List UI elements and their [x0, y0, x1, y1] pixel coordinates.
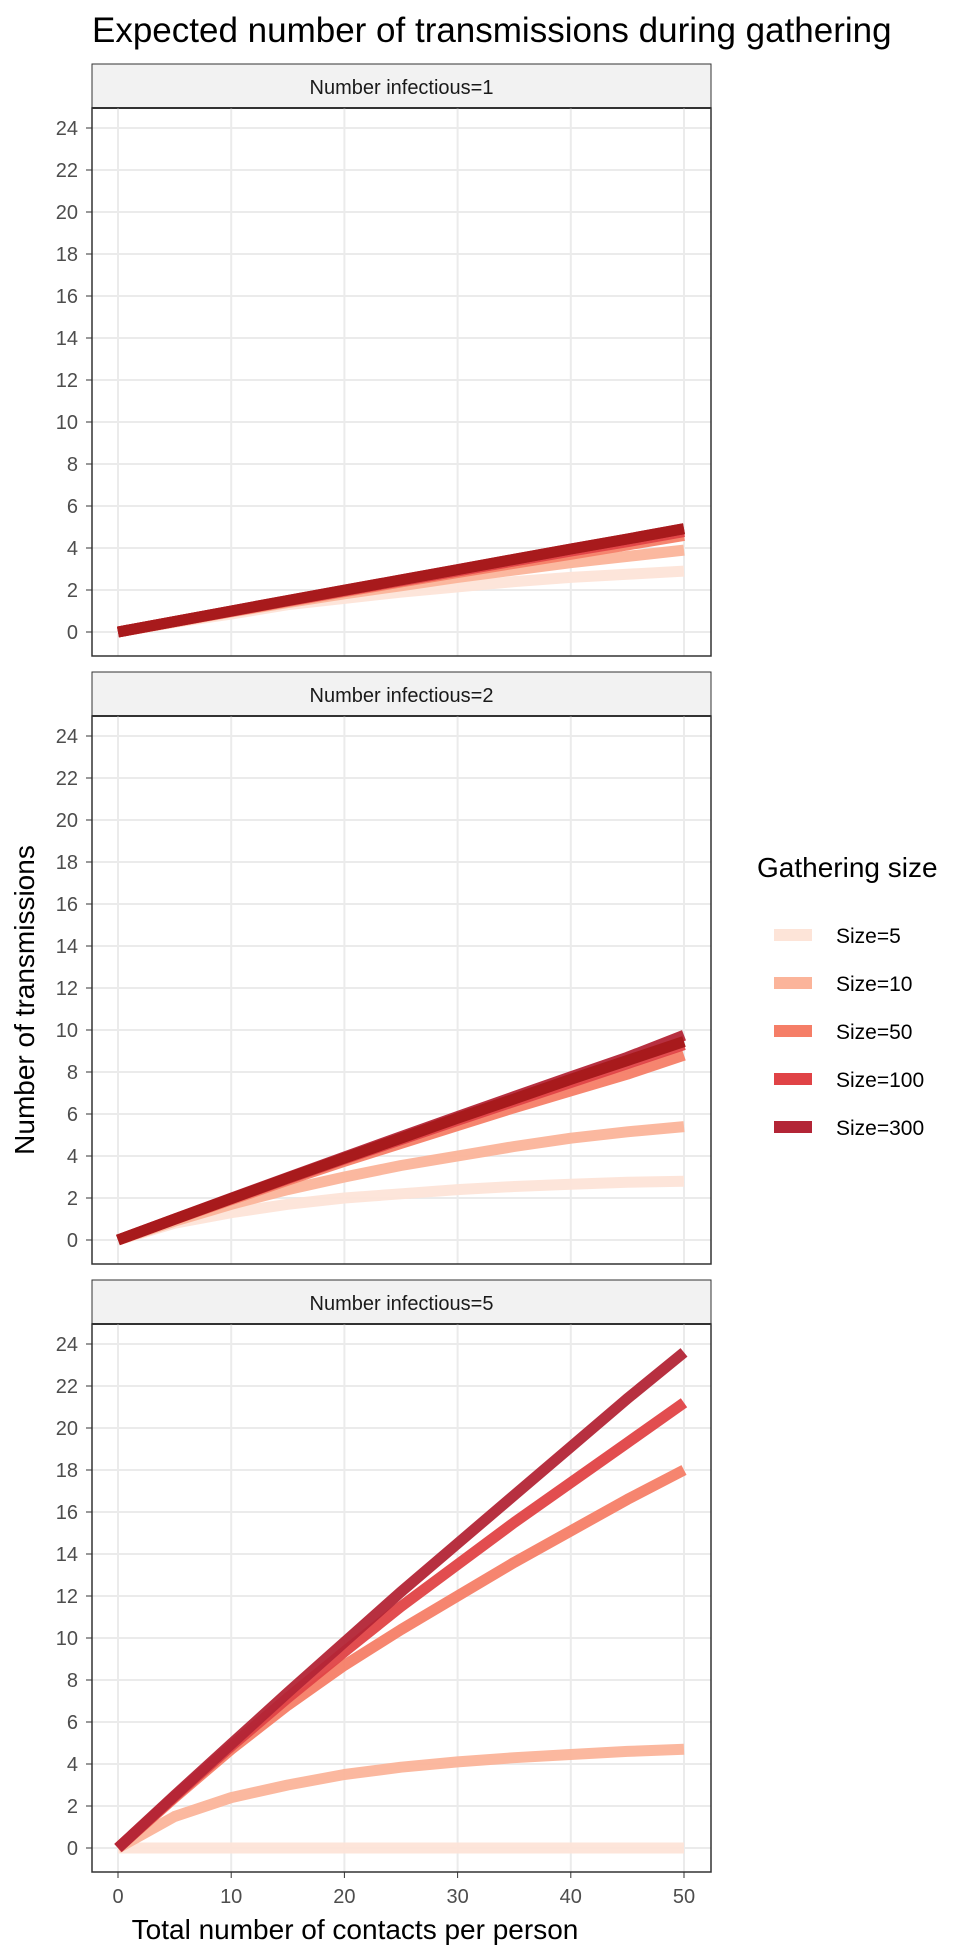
y-tick-label: 14 [56, 936, 78, 958]
y-tick-label: 18 [56, 852, 78, 874]
y-tick-label: 2 [67, 1188, 78, 1210]
y-tick-label: 18 [56, 244, 78, 266]
x-tick-label: 40 [560, 1886, 582, 1908]
y-tick-label: 4 [67, 1146, 78, 1168]
y-tick-label: 0 [67, 622, 78, 644]
x-tick-label: 10 [220, 1886, 242, 1908]
legend-label: Size=300 [836, 1117, 924, 1140]
panel-border [91, 107, 712, 657]
y-tick-label: 20 [56, 810, 78, 832]
y-tick-label: 4 [67, 538, 78, 560]
y-tick-label: 22 [56, 768, 78, 790]
series-line [116, 1175, 685, 1246]
legend-label: Size=100 [836, 1069, 924, 1092]
y-tick-label: 22 [56, 160, 78, 182]
series-line [114, 1348, 688, 1853]
y-tick-label: 18 [56, 1460, 78, 1482]
series-line [115, 1743, 685, 1853]
y-tick-label: 22 [56, 1376, 78, 1398]
x-tick-label: 0 [112, 1886, 123, 1908]
y-tick-label: 16 [56, 894, 78, 916]
y-tick-label: 16 [56, 1502, 78, 1524]
y-tick-label: 8 [67, 1670, 78, 1692]
panel-strip-label: Number infectious=1 [310, 77, 494, 99]
y-tick-label: 24 [56, 118, 78, 140]
x-tick-label: 30 [446, 1886, 468, 1908]
y-tick-label: 6 [67, 496, 78, 518]
y-tick-label: 12 [56, 978, 78, 1000]
y-tick-label: 4 [67, 1754, 78, 1776]
panel-strip-label: Number infectious=2 [310, 685, 494, 707]
y-tick-label: 0 [67, 1838, 78, 1860]
legend-key [774, 929, 812, 941]
panel-strip [91, 1279, 712, 1325]
y-tick-label: 20 [56, 1418, 78, 1440]
y-tick-label: 14 [56, 328, 78, 350]
y-axis-title: Number of transmissions [9, 845, 40, 1155]
y-tick-label: 24 [56, 726, 78, 748]
y-tick-label: 2 [67, 580, 78, 602]
x-tick-label: 50 [673, 1886, 695, 1908]
y-tick-label: 6 [67, 1104, 78, 1126]
panel: Number infectious=5024681012141618202224… [56, 1279, 712, 1908]
panel-strip [91, 671, 712, 717]
legend-key [774, 1073, 812, 1085]
legend-key [774, 977, 812, 989]
x-tick-label: 20 [333, 1886, 355, 1908]
y-tick-label: 8 [67, 454, 78, 476]
panel-strip [91, 63, 712, 109]
legend-label: Size=50 [836, 1021, 912, 1044]
y-tick-label: 24 [56, 1334, 78, 1356]
legend-key [774, 1121, 812, 1133]
chart-title: Expected number of transmissions during … [92, 11, 892, 50]
y-tick-label: 14 [56, 1544, 78, 1566]
y-tick-label: 10 [56, 1628, 78, 1650]
legend-title: Gathering size [757, 852, 938, 883]
y-tick-label: 0 [67, 1230, 78, 1252]
legend-key [774, 1025, 812, 1037]
panel-border [91, 1323, 712, 1873]
y-tick-label: 12 [56, 370, 78, 392]
x-axis-title: Total number of contacts per person [132, 1914, 579, 1945]
y-tick-label: 20 [56, 202, 78, 224]
panel-strip-label: Number infectious=5 [310, 1293, 494, 1315]
panel-border [91, 715, 712, 1265]
legend-label: Size=5 [836, 925, 901, 948]
y-tick-label: 10 [56, 412, 78, 434]
y-tick-label: 12 [56, 1586, 78, 1608]
y-tick-label: 16 [56, 286, 78, 308]
y-tick-label: 8 [67, 1062, 78, 1084]
legend: Gathering size Size=5 Size=10 Size=50 Size=… [757, 852, 938, 1140]
y-tick-label: 10 [56, 1020, 78, 1042]
legend-label: Size=10 [836, 973, 912, 996]
series-line [116, 523, 685, 638]
y-tick-label: 2 [67, 1796, 78, 1818]
y-tick-label: 6 [67, 1712, 78, 1734]
panels: Number infectious=1024681012141618202224… [56, 63, 712, 1908]
series-line [116, 1036, 686, 1246]
